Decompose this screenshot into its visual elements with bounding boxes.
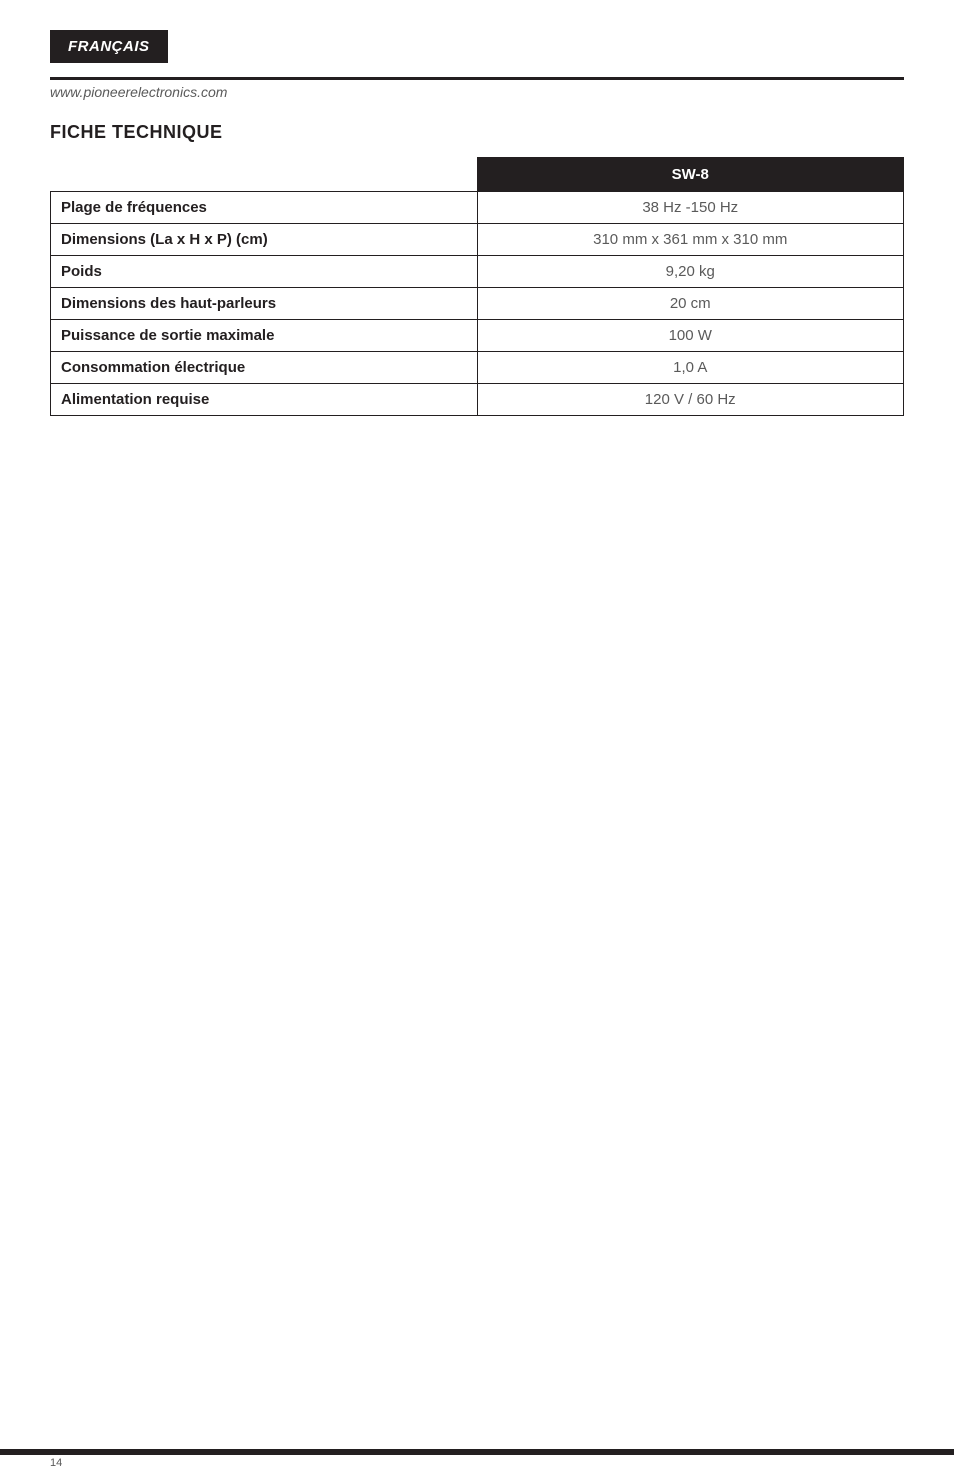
table-row: Poids 9,20 kg	[51, 256, 904, 288]
spec-label: Poids	[51, 256, 478, 288]
spec-table: SW-8 Plage de fréquences 38 Hz -150 Hz D…	[50, 157, 904, 416]
footer-rule	[0, 1449, 954, 1455]
spec-label: Dimensions (La x H x P) (cm)	[51, 224, 478, 256]
spec-value: 100 W	[477, 320, 904, 352]
spec-value: 310 mm x 361 mm x 310 mm	[477, 224, 904, 256]
table-row: Plage de fréquences 38 Hz -150 Hz	[51, 192, 904, 224]
spec-value: 120 V / 60 Hz	[477, 384, 904, 416]
table-row: Puissance de sortie maximale 100 W	[51, 320, 904, 352]
spec-label: Dimensions des haut-parleurs	[51, 288, 478, 320]
model-header: SW-8	[477, 158, 904, 192]
table-row: Consommation électrique 1,0 A	[51, 352, 904, 384]
spec-value: 9,20 kg	[477, 256, 904, 288]
spec-label: Puissance de sortie maximale	[51, 320, 478, 352]
footer-pageno-wrap: 14	[50, 1453, 62, 1471]
table-row: Alimentation requise 120 V / 60 Hz	[51, 384, 904, 416]
spec-value: 1,0 A	[477, 352, 904, 384]
table-row: Dimensions des haut-parleurs 20 cm	[51, 288, 904, 320]
table-row: Dimensions (La x H x P) (cm) 310 mm x 36…	[51, 224, 904, 256]
empty-corner-cell	[51, 158, 478, 192]
section-title: FICHE TECHNIQUE	[50, 122, 904, 143]
spec-value: 38 Hz -150 Hz	[477, 192, 904, 224]
language-tag: FRANÇAIS	[50, 30, 168, 63]
site-url: www.pioneerelectronics.com	[50, 84, 904, 100]
spec-label: Plage de fréquences	[51, 192, 478, 224]
page-number: 14	[50, 1457, 62, 1469]
spec-label: Alimentation requise	[51, 384, 478, 416]
page: FRANÇAIS www.pioneerelectronics.com FICH…	[0, 0, 954, 1475]
table-header-row: SW-8	[51, 158, 904, 192]
top-rule	[50, 77, 904, 80]
spec-label: Consommation électrique	[51, 352, 478, 384]
spec-value: 20 cm	[477, 288, 904, 320]
